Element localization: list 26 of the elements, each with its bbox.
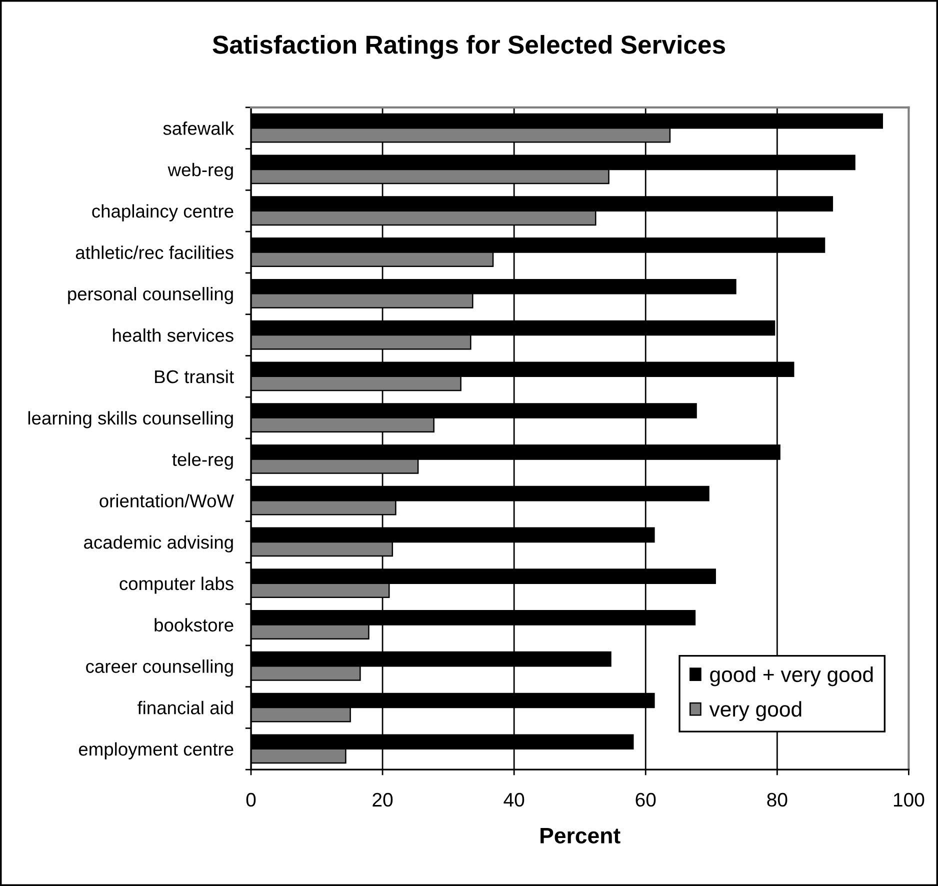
y-tick-label: health services: [113, 328, 234, 342]
y-tick-label: tele-reg: [172, 452, 233, 470]
y-tick-label: career counselling: [86, 659, 233, 677]
y-tick-label: financial aid: [138, 700, 233, 714]
y-tick-label: academic advising: [84, 535, 233, 552]
y-tick-label: bookstore: [154, 618, 234, 632]
y-tick-label: orientation/WoW: [100, 494, 234, 508]
x-tick-label: 60: [636, 792, 656, 807]
y-tick-label: employment centre: [78, 742, 234, 760]
x-tick-label: 80: [767, 792, 788, 807]
x-tick-label: 20: [372, 792, 393, 807]
y-tick-label: chaplaincy centre: [92, 204, 234, 222]
y-tick-label: web-reg: [168, 162, 233, 180]
y-tick-label: computer labs: [120, 576, 234, 594]
x-tick-label: 0: [246, 792, 256, 807]
x-tick-label: 100: [894, 792, 924, 807]
legend-label: very good: [709, 701, 802, 721]
y-tick-label: athletic/rec facilities: [76, 246, 234, 260]
x-axis-title: Percent: [540, 828, 620, 844]
y-tick-label: BC transit: [155, 370, 234, 384]
y-tick-label: learning skills counselling: [28, 411, 233, 428]
legend-label: good + very good: [710, 666, 873, 686]
y-tick-label: personal counselling: [68, 287, 233, 304]
chart-title: Satisfaction Ratings for Selected Services: [212, 34, 726, 60]
y-tick-label: safewalk: [163, 121, 234, 135]
x-tick-label: 40: [504, 792, 524, 807]
